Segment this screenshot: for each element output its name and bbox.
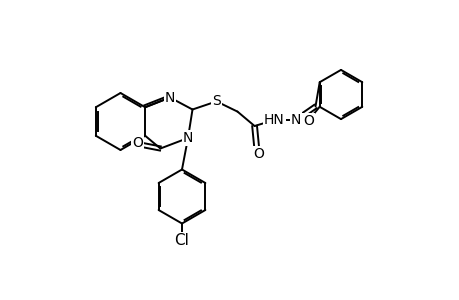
Text: S: S (212, 94, 220, 108)
Text: HN: HN (263, 113, 284, 127)
Text: O: O (132, 136, 143, 150)
Text: Cl: Cl (174, 233, 189, 248)
Text: O: O (252, 148, 263, 161)
Text: N: N (164, 91, 175, 104)
Text: N: N (182, 131, 193, 145)
Text: N: N (290, 113, 301, 127)
Text: O: O (302, 114, 313, 128)
